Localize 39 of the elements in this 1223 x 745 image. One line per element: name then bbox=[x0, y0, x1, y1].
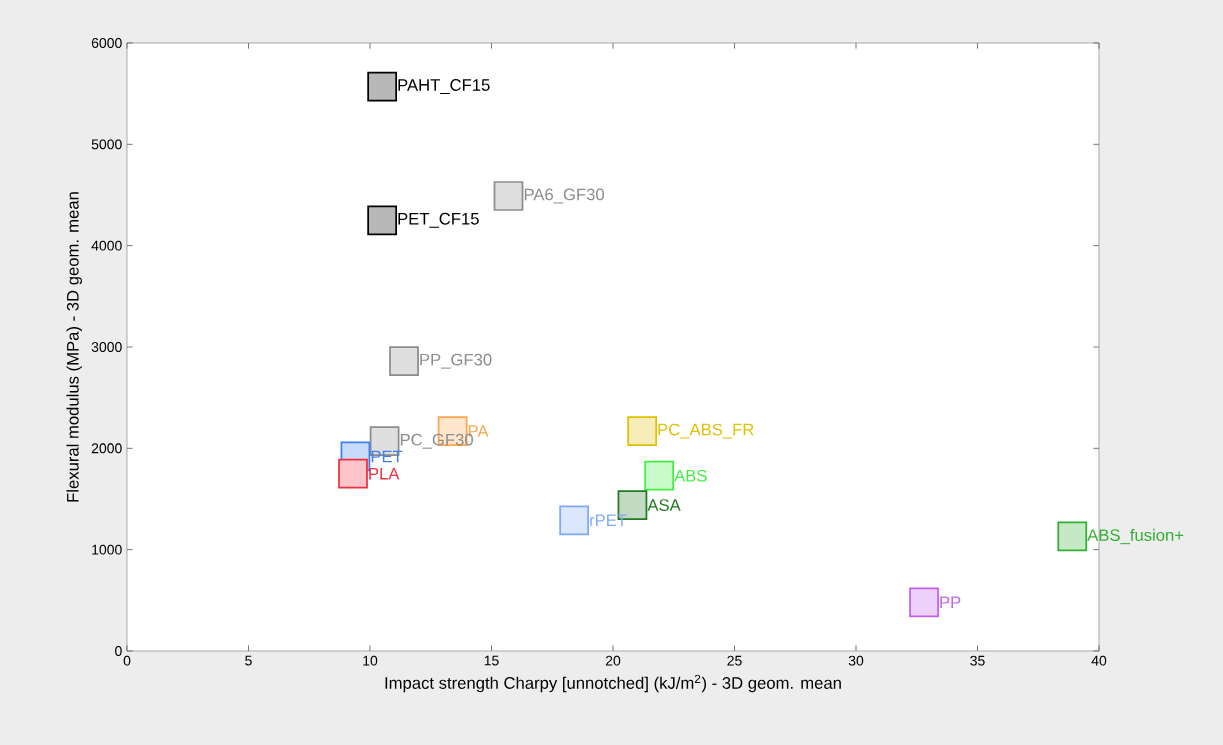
point bbox=[627, 416, 658, 446]
x-axis-title: Impact strength Charpy [unnotched] (kJ/m$^{2}$) - 3D geom. mean bbox=[385, 674, 841, 693]
x-tick-label: 10 bbox=[363, 655, 378, 666]
y-tick-label: 0 bbox=[115, 646, 122, 656]
series-label: PC_ABS_FR bbox=[658, 423, 754, 439]
point bbox=[559, 505, 589, 536]
x-tick-label: 5 bbox=[245, 655, 252, 666]
x-tick-label: 0 bbox=[123, 655, 131, 666]
series-label: ASA bbox=[647, 499, 681, 511]
series-label: ABS bbox=[674, 469, 707, 482]
series-label: ABS_fusion+ bbox=[1087, 528, 1184, 545]
x-tick-label: 35 bbox=[970, 655, 985, 666]
point bbox=[389, 346, 419, 377]
point bbox=[338, 458, 368, 489]
x-tick-label: 30 bbox=[848, 655, 864, 666]
x-tick-label: 25 bbox=[727, 655, 742, 666]
x-tick-label: 40 bbox=[1091, 655, 1107, 666]
series-label: PA6_GF30 bbox=[524, 188, 605, 204]
point bbox=[1057, 521, 1088, 552]
y-tick-label: 5000 bbox=[91, 139, 122, 150]
x-tick-label: 15 bbox=[484, 655, 499, 666]
series-label: PP_GF30 bbox=[420, 353, 492, 369]
point bbox=[367, 71, 398, 102]
series-label: PP bbox=[940, 596, 961, 609]
x-tick-label: 20 bbox=[605, 655, 621, 666]
y-tick-label: 1000 bbox=[92, 544, 122, 555]
point bbox=[644, 460, 675, 491]
series-label: PET_CF15 bbox=[398, 212, 479, 228]
y-tick-label: 3000 bbox=[91, 342, 122, 352]
y-tick-label: 2000 bbox=[91, 443, 122, 454]
series-label: PAHT_CF15 bbox=[398, 79, 490, 95]
y-tick-label: 6000 bbox=[91, 38, 122, 48]
point bbox=[909, 587, 939, 618]
y-axis-title: Flexural modulus (MPa) - 3D geom. mean bbox=[66, 192, 82, 502]
series-label: rPET bbox=[590, 514, 627, 526]
point bbox=[367, 205, 398, 236]
y-tick-label: 4000 bbox=[91, 240, 122, 251]
series-label: PLA bbox=[369, 467, 400, 480]
point bbox=[493, 181, 524, 211]
